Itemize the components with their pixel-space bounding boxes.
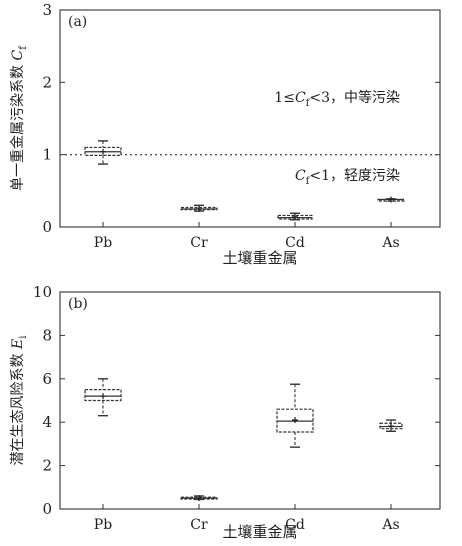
x-tick-label: Cr [190, 235, 208, 251]
x-tick-label: Pb [94, 517, 112, 533]
x-axis-label: 土壤重金属 [222, 523, 297, 541]
plot-frame [59, 291, 441, 510]
y-tick-label: 1 [42, 146, 52, 164]
annotation-text: 1≤Cf<3，中等污染 [274, 89, 400, 109]
y-axis-label: 单一重金属污染系数 Cf [10, 45, 29, 191]
box-pb [84, 140, 122, 165]
y-tick-label: 4 [42, 413, 52, 431]
x-tick-label: As [381, 517, 399, 533]
box-cr [180, 495, 218, 502]
box-cd [277, 212, 313, 221]
x-tick-label: Cd [285, 517, 305, 533]
y-tick-label: 0 [42, 500, 52, 518]
box-pb [84, 378, 122, 417]
box-cd [276, 383, 314, 448]
panel-b: 0 2 4 6 8 10 Pb Cr Cd As 土壤重金属 潜在生态风险系数 Ei (b) [10, 283, 441, 541]
box-cr [180, 204, 218, 212]
y-tick-label: 2 [42, 73, 52, 91]
plot-frame [59, 9, 441, 228]
y-tick-label: 10 [33, 283, 52, 301]
panel-a: 0 1 2 3 Pb Cr Cd As 土壤重金属 单一重金属污染系数 Cf (a) 1≤Cf<3，中… [10, 1, 441, 267]
x-tick-label: Cd [285, 235, 305, 251]
panel-label: (a) [68, 14, 87, 30]
y-axis-label: 潜在生态风险系数 Ei [10, 336, 29, 466]
box-as [379, 419, 403, 433]
y-tick-label: 8 [42, 326, 52, 344]
y-tick-label: 0 [42, 218, 52, 236]
x-axis-label: 土壤重金属 [222, 249, 297, 267]
box-as [377, 196, 405, 203]
x-tick-label: Cr [190, 517, 208, 533]
panel-label: (b) [68, 296, 88, 312]
y-tick-label: 6 [42, 370, 52, 388]
y-tick-label: 3 [42, 1, 52, 19]
y-tick-label: 2 [42, 457, 52, 475]
x-tick-label: As [381, 235, 399, 251]
annotation-text: Cf<1，轻度污染 [295, 168, 400, 187]
x-tick-label: Pb [94, 235, 112, 251]
